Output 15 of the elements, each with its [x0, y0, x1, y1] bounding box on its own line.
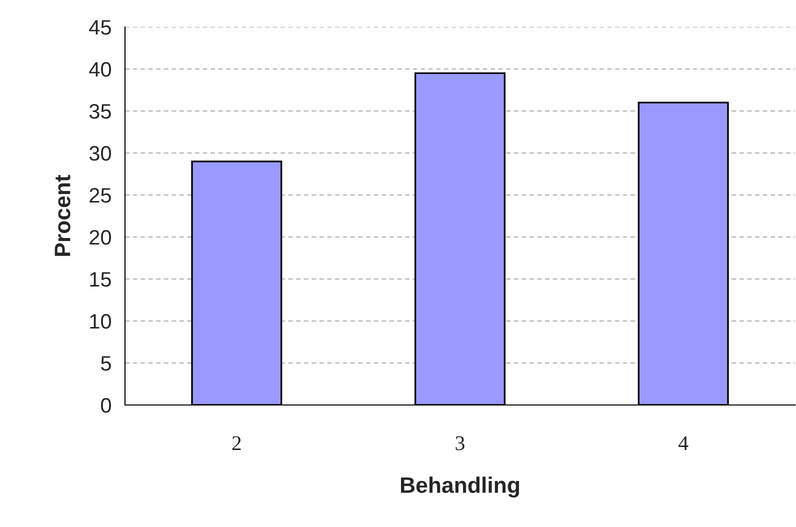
y-axis-title: Procent [54, 174, 70, 256]
y-tick-label: 40 [89, 62, 111, 77]
x-tick-label: 3 [456, 436, 464, 450]
y-tick-label: 10 [90, 314, 111, 329]
x-axis-title: Behandling [401, 476, 520, 498]
y-tick-label: 5 [101, 356, 111, 371]
x-tick-label: 2 [232, 436, 241, 450]
y-tick-label: 35 [89, 104, 111, 119]
x-tick-label: 4 [678, 436, 688, 450]
y-tick-label: 15 [90, 272, 111, 287]
y-tick-label: 0 [101, 398, 111, 413]
y-tick-label: 20 [90, 230, 111, 245]
y-tick-label: 45 [89, 20, 111, 35]
y-tick-label: 25 [90, 188, 111, 203]
y-tick-label: 30 [89, 146, 111, 161]
